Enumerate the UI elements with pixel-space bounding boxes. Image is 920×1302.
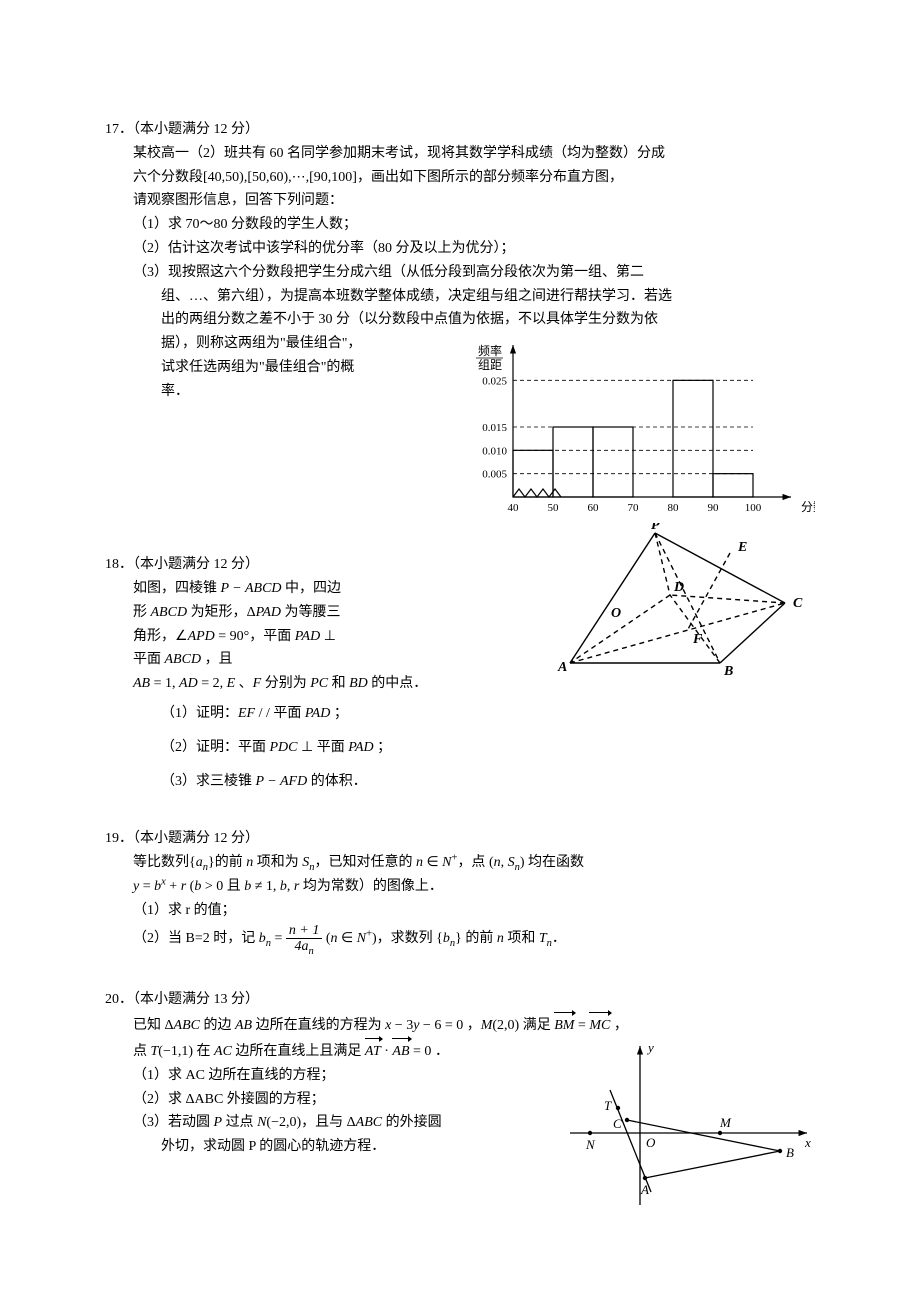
q19-line: y = bx + r (b > 0 且 b ≠ 1, b, r 均为常数）的图像… [133, 875, 815, 899]
q17-line: 请观察图形信息，回答下列问题： [133, 189, 815, 213]
q18-line: 形 ABCD 为矩形，ΔPAD 为等腰三 [133, 601, 555, 625]
svg-text:0.010: 0.010 [482, 446, 507, 458]
q18-line: 平面 ABCD ，且 [133, 648, 555, 672]
q19-line: 等比数列{an}的前 n 项和为 Sn，已知对任意的 n ∈ N+，点 (n, … [133, 851, 815, 875]
coord-figure: N TC O A M Bx y [565, 1038, 815, 1213]
svg-text:D: D [673, 580, 684, 595]
svg-text:E: E [737, 540, 747, 555]
svg-text:P: P [651, 523, 660, 533]
q17-sub2: （2）估计这次考试中该学科的优分率（80 分及以上为优分）； [133, 237, 815, 261]
svg-text:0.015: 0.015 [482, 422, 507, 434]
q17-sub3: （3）现按照这六个分数段把学生分成六组（从低分段到高分段依次为第一组、第二 [133, 261, 815, 285]
svg-text:0.005: 0.005 [482, 469, 507, 481]
svg-text:A: A [557, 660, 567, 675]
q17-sub3: 组、…、第六组），为提高本班数学整体成绩，决定组与组之间进行帮扶学习．若选 [133, 285, 815, 309]
svg-text:90: 90 [708, 502, 720, 514]
svg-text:F: F [692, 632, 703, 647]
svg-text:y: y [646, 1040, 654, 1055]
svg-text:M: M [719, 1115, 732, 1130]
svg-text:x: x [804, 1135, 811, 1150]
svg-text:B: B [723, 664, 733, 679]
svg-text:分数: 分数 [801, 499, 815, 514]
svg-text:60: 60 [588, 502, 600, 514]
q18-sub3: （3）求三棱锥 P − AFD 的体积． [105, 770, 815, 794]
q18-line: 角形，∠APD = 90°，平面 PAD ⊥ [133, 625, 555, 649]
svg-text:A: A [640, 1182, 649, 1197]
question-20: 20．（本小题满分 13 分） 已知 ΔABC 的边 AB 边所在直线的方程为 … [105, 988, 815, 1213]
svg-text:40: 40 [508, 502, 520, 514]
q17-sub3: 出的两组分数之差不小于 30 分（以分数段中点值为依据，不以具体学生分数为依 [133, 308, 815, 332]
svg-text:100: 100 [745, 502, 762, 514]
q17-sub1: （1）求 70～80 分数段的学生人数； [133, 213, 815, 237]
svg-text:N: N [585, 1137, 596, 1152]
svg-text:80: 80 [668, 502, 680, 514]
question-18: ABCDEFOP 18．（本小题满分 12 分） 如图，四棱锥 P − ABCD… [105, 553, 815, 793]
svg-text:B: B [786, 1145, 794, 1160]
q17-header: 17．（本小题满分 12 分） [105, 118, 815, 142]
svg-text:T: T [604, 1098, 612, 1113]
svg-text:频率: 频率 [478, 343, 502, 358]
q18-sub2: （2）证明：平面 PDC ⊥ 平面 PAD ； [105, 736, 815, 760]
svg-text:50: 50 [548, 502, 560, 514]
svg-text:0.025: 0.025 [482, 376, 507, 388]
question-17: 17．（本小题满分 12 分） 某校高一（2）班共有 60 名同学参加期末考试，… [105, 118, 815, 527]
q18-sub1: （1）证明：EF / / 平面 PAD ； [105, 702, 815, 726]
q17-line: 六个分数段[40,50),[50,60),⋯,[90,100]，画出如下图所示的… [133, 166, 815, 190]
question-19: 19．（本小题满分 12 分） 等比数列{an}的前 n 项和为 Sn，已知对任… [105, 827, 815, 954]
histogram-figure: 0.005 0.010 0.015 0.025 40 50 60 70 80 90 100 分数 频率组… [455, 332, 815, 527]
pyramid-figure: A B C D E F O P [555, 523, 815, 683]
q18-line: 如图，四棱锥 P − ABCD 中，四边 [133, 577, 555, 601]
svg-text:组距: 组距 [478, 358, 502, 372]
q17-line: 某校高一（2）班共有 60 名同学参加期末考试，现将其数学学科成绩（均为整数）分… [133, 142, 815, 166]
svg-text:O: O [611, 606, 621, 621]
q20-line: 已知 ΔABC 的边 AB 边所在直线的方程为 x − 3y − 6 = 0 ，… [133, 1012, 815, 1038]
q19-header: 19．（本小题满分 12 分） [105, 827, 815, 851]
svg-text:C: C [613, 1116, 622, 1131]
svg-text:C: C [793, 596, 803, 611]
q19-sub1: （1）求 r 的值； [133, 899, 815, 923]
svg-text:O: O [646, 1135, 656, 1150]
q19-sub2: （2）当 B=2 时，记 bn = n + 14an (n ∈ N+)，求数列 … [133, 923, 815, 955]
svg-text:70: 70 [628, 502, 640, 514]
q20-header: 20．（本小题满分 13 分） [105, 988, 815, 1012]
